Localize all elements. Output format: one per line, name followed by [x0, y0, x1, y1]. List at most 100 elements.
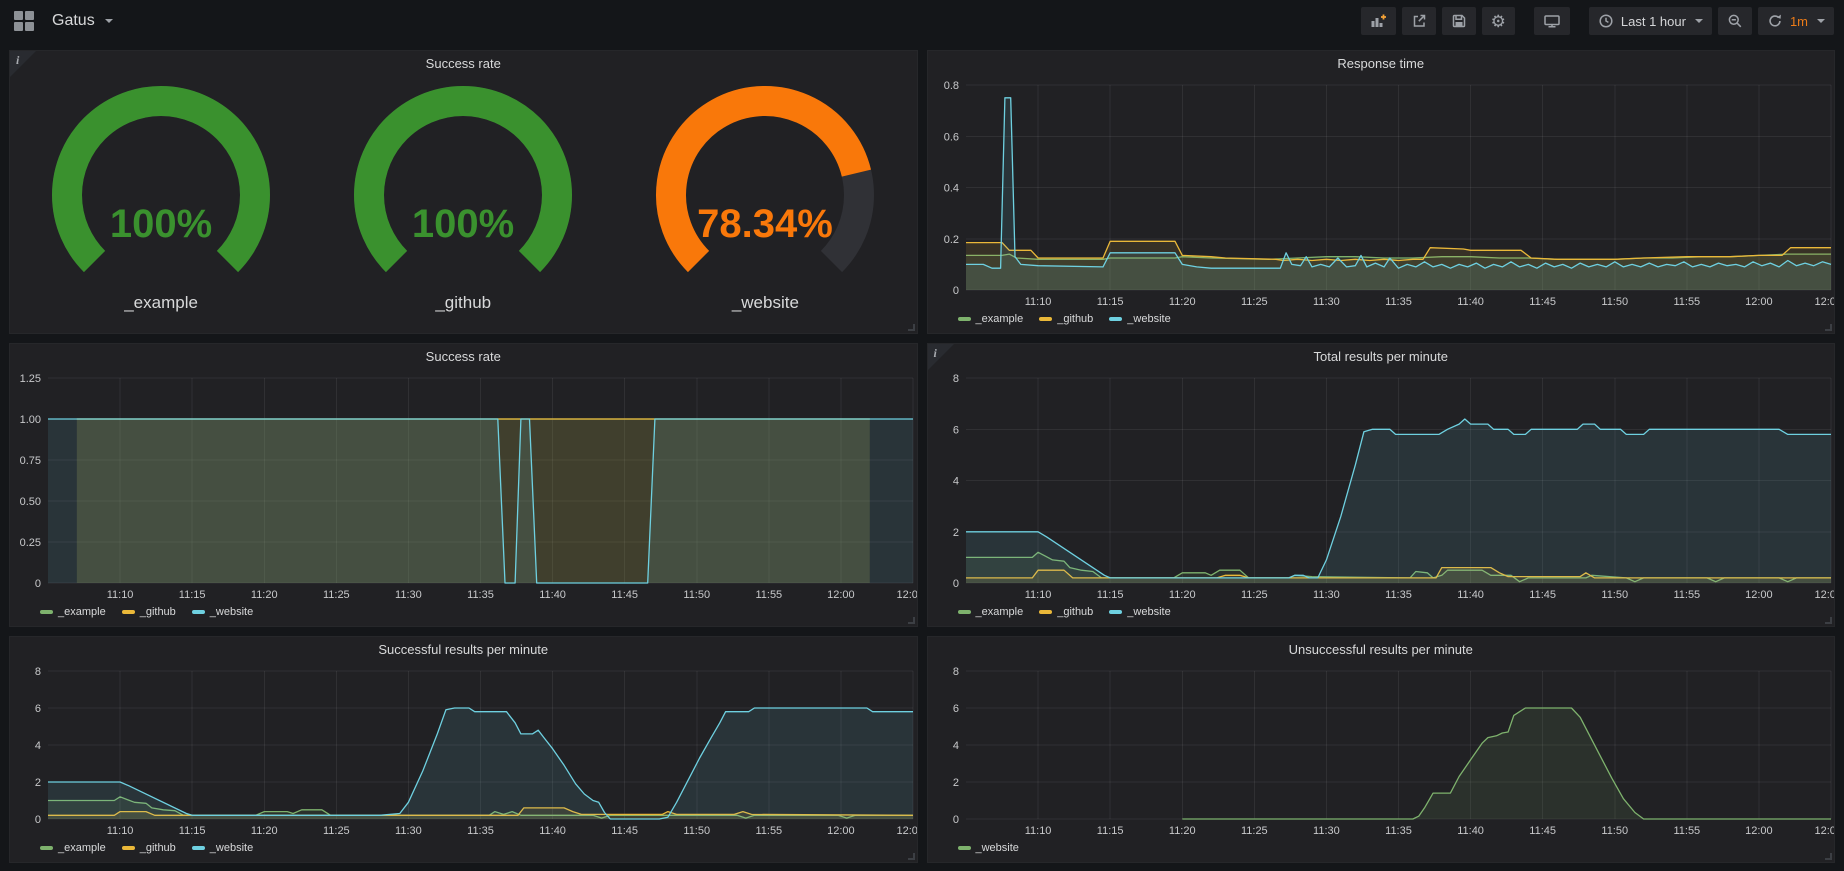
- chart-total-results-per-minute[interactable]: 0 2 4 6 8 11:10 11:15 11:20 11:25 11:30 11:35 11:40…: [936, 370, 1836, 603]
- legend-color-dash: [40, 610, 53, 614]
- x-axis-tick-label: 11:45: [1529, 825, 1556, 837]
- dashboard-settings-button[interactable]: ⚙: [1481, 7, 1515, 35]
- legend-item-_website[interactable]: _website: [191, 842, 253, 854]
- legend-item-_github[interactable]: _github: [1039, 606, 1093, 618]
- x-axis-tick-label: 11:45: [611, 589, 638, 601]
- cycle-view-mode-button[interactable]: [1533, 7, 1570, 35]
- legend-color-dash: [1109, 610, 1123, 614]
- panel-title[interactable]: Success rate: [425, 349, 501, 364]
- y-axis-tick-label: 0.8: [943, 80, 958, 92]
- series-area-_github: [48, 807, 913, 819]
- x-axis-tick-label: 11:25: [1240, 825, 1267, 837]
- refresh-interval-label: 1m: [1789, 13, 1808, 29]
- legend-item-_example[interactable]: _example: [40, 606, 106, 618]
- y-axis-tick-label: 2: [952, 777, 958, 789]
- series-area-_website: [965, 419, 1831, 583]
- legend-label: _github: [1057, 313, 1094, 325]
- time-range-button[interactable]: Last 1 hour: [1588, 7, 1712, 35]
- y-axis-tick-label: 0.2: [943, 234, 958, 246]
- x-axis-tick-label: 11:25: [1240, 589, 1267, 601]
- panel-title[interactable]: Response time: [1337, 56, 1425, 71]
- legend-item-_example[interactable]: _example: [957, 313, 1023, 325]
- panel-info-icon[interactable]: i: [10, 51, 36, 77]
- series-area-_example: [965, 254, 1831, 290]
- legend-color-dash: [1039, 610, 1053, 614]
- x-axis-tick-label: 11:40: [1457, 589, 1484, 601]
- info-icon-glyph: i: [16, 53, 20, 67]
- add-panel-button[interactable]: [1360, 7, 1396, 35]
- series-area-_website: [48, 419, 913, 583]
- legend-label: _website: [975, 842, 1019, 854]
- series-line-_website: [48, 418, 913, 584]
- gauge-arc: 100%: [354, 86, 573, 273]
- x-axis-tick-label: 12:05: [896, 825, 917, 837]
- navbar-right: ⚙ Last 1 hour: [1360, 7, 1834, 35]
- panel-response-time: Response time 0 0.2 0.4 0.6 0.8 11:10 11:15 11:2…: [926, 50, 1836, 334]
- legend-item-_website[interactable]: _website: [1109, 313, 1171, 325]
- legend-item-_github[interactable]: _github: [1039, 313, 1093, 325]
- x-axis-tick-label: 12:05: [1814, 825, 1835, 837]
- chart-unsuccessful-results-per-minute[interactable]: 0 2 4 6 8 11:10 11:15 11:20 11:25 11:30 11:35 11:40…: [936, 663, 1836, 839]
- series-area-_website: [48, 708, 913, 819]
- panel-successful-results-per-minute: Successful results per minute 0 2 4 6 8 11:10 1…: [9, 636, 918, 863]
- x-axis-tick-label: 11:25: [323, 589, 350, 601]
- series-line-_website: [48, 707, 913, 820]
- legend-label: _github: [139, 842, 176, 854]
- panel-title[interactable]: Successful results per minute: [378, 642, 549, 657]
- save-dashboard-button[interactable]: [1441, 7, 1476, 35]
- x-axis-tick-label: 11:55: [755, 589, 782, 601]
- panel-success-rate-graph: Success rate 0 0.25 0.50 0.75 1.00 1.25 11:10 11…: [9, 343, 918, 627]
- gear-icon: ⚙: [1490, 11, 1506, 31]
- legend-label: _website: [1127, 313, 1171, 325]
- chart-area: 0 2 4 6 8 11:10 11:15 11:20 11:25 11:30 11:35 11:40…: [10, 663, 917, 839]
- panel-title[interactable]: Unsuccessful results per minute: [1288, 642, 1473, 657]
- gauge-value: 78.34%: [698, 202, 834, 246]
- gauge-arc: 78.34%: [656, 86, 875, 273]
- panel-title[interactable]: Total results per minute: [1313, 349, 1448, 364]
- refresh-button[interactable]: 1m: [1757, 7, 1834, 35]
- legend-item-_website[interactable]: _website: [1109, 606, 1171, 618]
- gauges-row: 100% _example 100% _github 78.34% _website: [10, 77, 917, 333]
- panel-unsuccessful-results-per-minute: Unsuccessful results per minute 0 2 4 6 8 11:1…: [926, 636, 1836, 863]
- x-axis-tick-label: 11:55: [1673, 296, 1700, 308]
- legend-color-dash: [957, 846, 971, 850]
- chart-successful-results-per-minute[interactable]: 0 2 4 6 8 11:10 11:15 11:20 11:25 11:30 11:35 11:40…: [18, 663, 918, 839]
- legend-item-_example[interactable]: _example: [40, 842, 106, 854]
- chevron-down-icon: [104, 19, 113, 23]
- legend-label: _github: [139, 606, 176, 618]
- series-area-_example: [48, 796, 913, 819]
- dashboard-picker-button[interactable]: Gatus: [38, 8, 119, 34]
- chart-response-time[interactable]: 0 0.2 0.4 0.6 0.8 11:10 11:15 11:20 11:25 11:30 11…: [936, 77, 1836, 310]
- chevron-down-icon: [1694, 19, 1703, 23]
- zoom-out-button[interactable]: [1717, 7, 1752, 35]
- legend-item-_github[interactable]: _github: [121, 606, 176, 618]
- legend-item-_github[interactable]: _github: [121, 842, 176, 854]
- gauge-label: _example: [124, 293, 198, 312]
- x-axis-tick-label: 12:00: [1745, 825, 1773, 837]
- x-axis-tick-label: 11:50: [1601, 296, 1628, 308]
- x-axis-tick-label: 11:15: [1096, 296, 1123, 308]
- legend-item-_website[interactable]: _website: [191, 606, 253, 618]
- legend-label: _website: [1127, 606, 1171, 618]
- x-axis-tick-label: 11:35: [1385, 825, 1412, 837]
- y-axis-tick-label: 0: [952, 285, 958, 297]
- panel-info-icon[interactable]: i: [927, 344, 954, 370]
- y-axis-tick-label: 6: [952, 703, 958, 715]
- y-axis-tick-label: 0.6: [943, 131, 958, 143]
- series-line-_github: [965, 240, 1831, 262]
- share-button[interactable]: [1401, 7, 1436, 35]
- panel-title[interactable]: Success rate: [425, 56, 501, 71]
- x-axis-tick-label: 11:25: [1240, 296, 1267, 308]
- legend-item-_website[interactable]: _website: [957, 842, 1019, 854]
- dashboards-grid-icon[interactable]: [14, 11, 34, 31]
- x-axis-tick-label: 11:55: [1673, 825, 1700, 837]
- x-axis-tick-label: 11:45: [611, 825, 638, 837]
- legend-item-_example[interactable]: _example: [957, 606, 1023, 618]
- chart-success-rate-graph[interactable]: 0 0.25 0.50 0.75 1.00 1.25 11:10 11:15 11:20 11:2…: [18, 370, 918, 603]
- chart-area: 0 0.2 0.4 0.6 0.8 11:10 11:15 11:20 11:25 11:30 11…: [928, 77, 1836, 310]
- x-axis-tick-label: 11:35: [1385, 296, 1412, 308]
- y-axis-tick-label: 0.25: [20, 537, 41, 549]
- series-area-_github: [965, 567, 1831, 583]
- x-axis-tick-label: 11:20: [1168, 825, 1195, 837]
- x-axis-tick-label: 12:05: [1814, 296, 1835, 308]
